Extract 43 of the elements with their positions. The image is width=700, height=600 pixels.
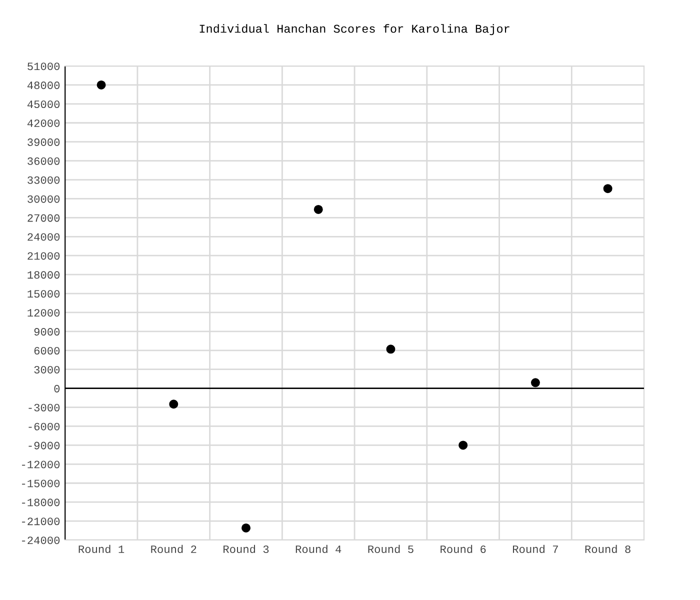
point: [603, 184, 612, 194]
point: [314, 204, 323, 214]
chart-title: Individual Hanchan Scores for Karolina Bajor: [200, 24, 510, 36]
y-tick-label: -12000: [22, 460, 60, 468]
point: [96, 80, 106, 90]
y-tick-label: 30000: [28, 195, 60, 203]
y-tick-label: 36000: [28, 157, 60, 165]
point: [242, 523, 251, 532]
y-tick-label: 42000: [27, 119, 60, 128]
y-tick-label: 39000: [28, 138, 60, 146]
y-tick-label: 33000: [28, 176, 60, 184]
y-tick-label: -21000: [22, 518, 60, 526]
y-tick-label: -9000: [28, 442, 60, 450]
x-tick-label: Round 7: [512, 544, 558, 554]
y-tick-label: -3000: [28, 404, 60, 412]
x-tick-label: Round 2: [151, 544, 196, 554]
y-tick-label: -18000: [22, 498, 60, 506]
point: [458, 440, 468, 450]
y-tick-label: 3000: [34, 366, 60, 374]
y-tick-label: 0: [54, 384, 60, 392]
y-tick-label: 48000: [27, 82, 60, 90]
y-tick-label: 9000: [34, 328, 60, 336]
y-tick-label: 6000: [34, 346, 60, 355]
y-tick-label: -24000: [22, 536, 60, 544]
y-tick-label: 45000: [27, 100, 60, 108]
y-tick-label: 51000: [28, 62, 60, 70]
y-tick-label: 12000: [28, 309, 60, 317]
y-tick-label: 15000: [28, 290, 60, 298]
y-tick-label: 27000: [28, 214, 60, 222]
point: [386, 344, 396, 354]
y-tick-label: 21000: [28, 252, 60, 260]
y-tick-label: 24000: [28, 233, 60, 241]
y-tick-label: -15000: [22, 480, 60, 488]
x-tick-label: Round 6: [440, 544, 486, 554]
y-tick-label: 18000: [28, 271, 60, 279]
x-tick-label: Round 1: [78, 544, 124, 554]
x-tick-label: Round 5: [368, 544, 414, 554]
point: [169, 400, 178, 409]
x-tick-label: Round 8: [585, 544, 630, 554]
y-tick-label: -6000: [28, 422, 60, 430]
x-tick-label: Round 4: [296, 544, 342, 554]
point: [530, 378, 540, 388]
x-tick-label: Round 3: [224, 544, 269, 554]
